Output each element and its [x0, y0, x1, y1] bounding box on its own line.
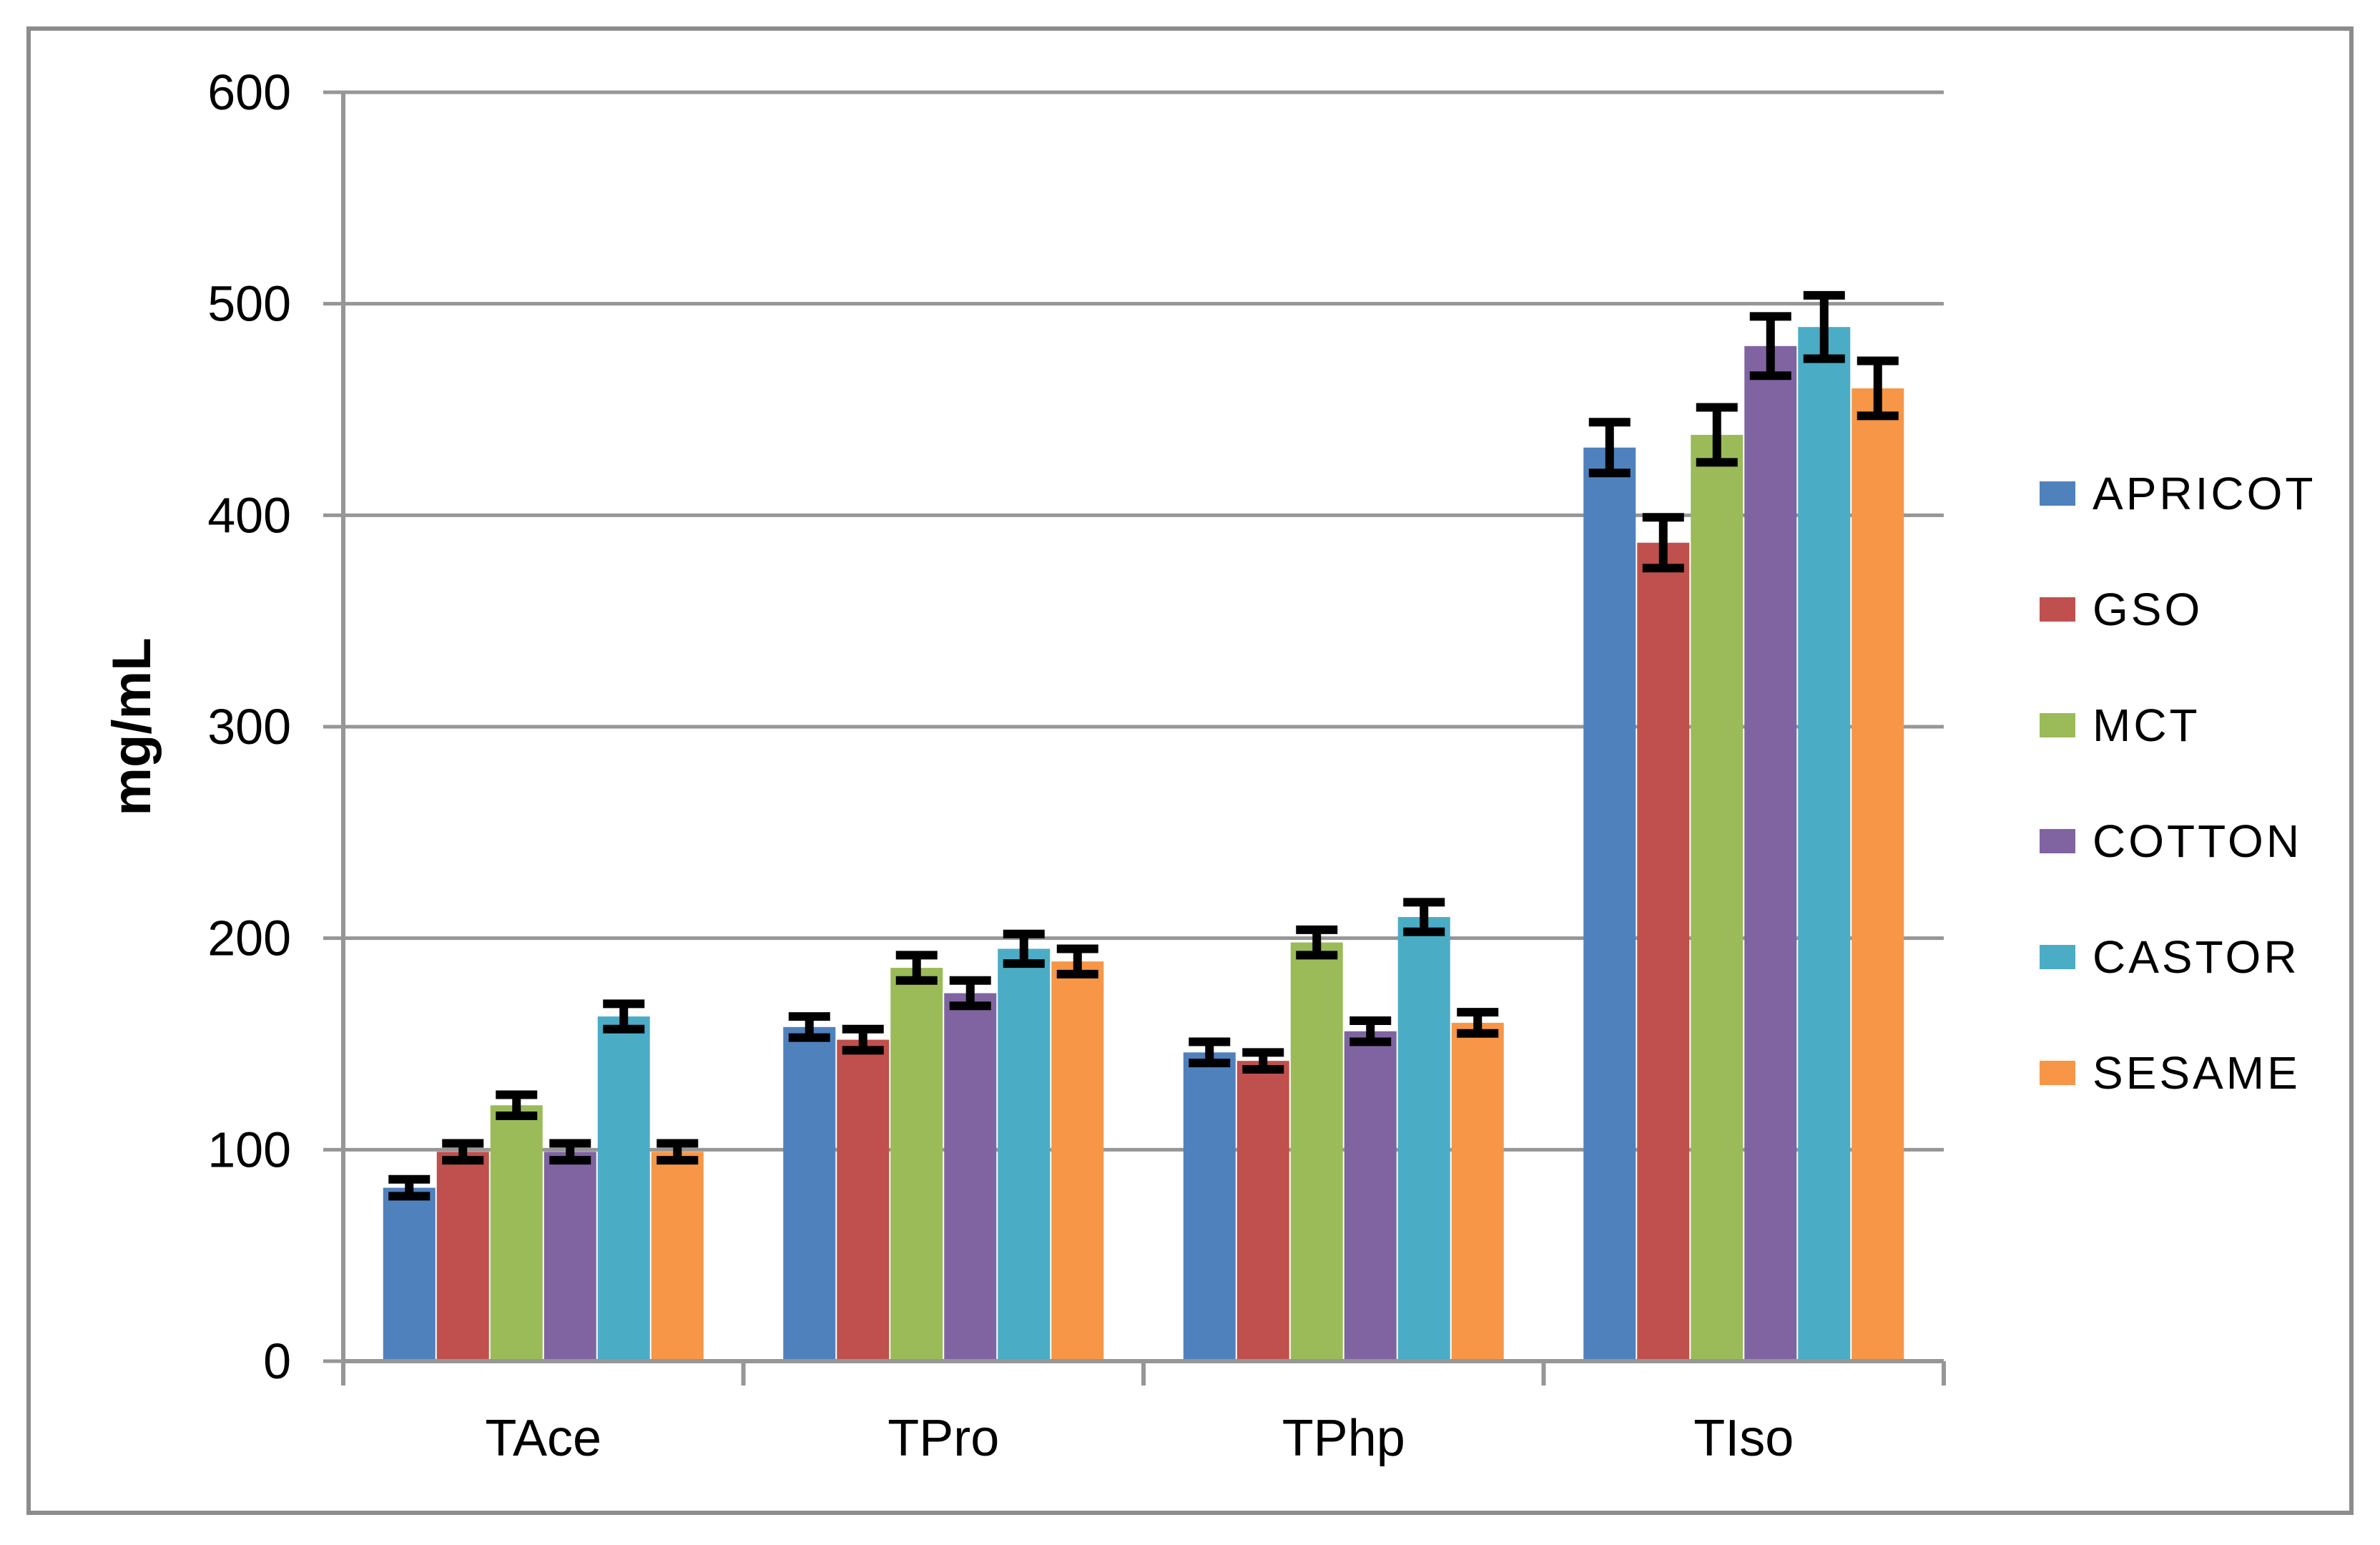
bar-TIso-SESAME [1852, 388, 1904, 1361]
legend-swatch-COTTON [2040, 829, 2075, 853]
bar-TIso-MCT [1691, 434, 1744, 1361]
y-tick-label-100: 100 [207, 1122, 291, 1177]
bar-TIso-CASTOR [1798, 327, 1851, 1362]
x-category-label-TPro: TPro [887, 1410, 999, 1467]
bar-TPro-SESAME [1051, 961, 1104, 1361]
legend-swatch-MCT [2040, 713, 2075, 737]
bar-TPhp-MCT [1290, 942, 1343, 1361]
bar-TPhp-COTTON [1344, 1031, 1397, 1361]
legend-label-CASTOR: CASTOR [2093, 931, 2300, 983]
legend-label-SESAME: SESAME [2093, 1047, 2301, 1099]
x-category-label-TAce: TAce [485, 1410, 601, 1467]
bar-TPhp-SESAME [1451, 1022, 1504, 1361]
bar-TPhp-GSO [1236, 1061, 1289, 1361]
x-category-label-TPhp: TPhp [1282, 1410, 1405, 1467]
bar-TAce-CASTOR [597, 1016, 650, 1361]
legend-swatch-GSO [2040, 597, 2075, 622]
bar-TAce-COTTON [544, 1152, 596, 1361]
legend-label-APRICOT: APRICOT [2093, 468, 2316, 519]
y-tick-label-600: 600 [207, 64, 291, 120]
bar-TPro-APRICOT [783, 1026, 836, 1361]
legend-swatch-APRICOT [2040, 481, 2075, 506]
legend-label-COTTON: COTTON [2093, 815, 2302, 867]
bar-TAce-SESAME [651, 1152, 704, 1361]
bar-TAce-GSO [436, 1152, 489, 1361]
y-tick-label-0: 0 [263, 1333, 291, 1389]
bar-TPro-GSO [837, 1039, 890, 1361]
y-tick-label-500: 500 [207, 276, 291, 332]
legend-swatch-SESAME [2040, 1061, 2075, 1085]
bar-TPro-COTTON [944, 993, 997, 1361]
bar-TAce-MCT [490, 1105, 543, 1361]
legend-swatch-CASTOR [2040, 945, 2075, 969]
bar-TIso-COTTON [1744, 345, 1797, 1361]
bar-TPro-CASTOR [998, 948, 1051, 1361]
legend-label-MCT: MCT [2093, 700, 2200, 751]
bar-TPhp-APRICOT [1183, 1052, 1236, 1361]
y-tick-label-200: 200 [207, 911, 291, 966]
y-axis-title: mg/mL [102, 637, 162, 815]
bar-TAce-APRICOT [383, 1187, 436, 1361]
bar-TIso-APRICOT [1583, 447, 1636, 1361]
bar-TIso-GSO [1637, 542, 1690, 1361]
bar-TPhp-CASTOR [1397, 917, 1450, 1361]
bar-TPro-MCT [890, 968, 943, 1361]
chart-border [26, 26, 2354, 1515]
legend-label-GSO: GSO [2093, 584, 2203, 635]
x-category-label-TIso: TIso [1693, 1410, 1794, 1467]
y-tick-label-400: 400 [207, 487, 291, 543]
y-tick-label-300: 300 [207, 699, 291, 755]
